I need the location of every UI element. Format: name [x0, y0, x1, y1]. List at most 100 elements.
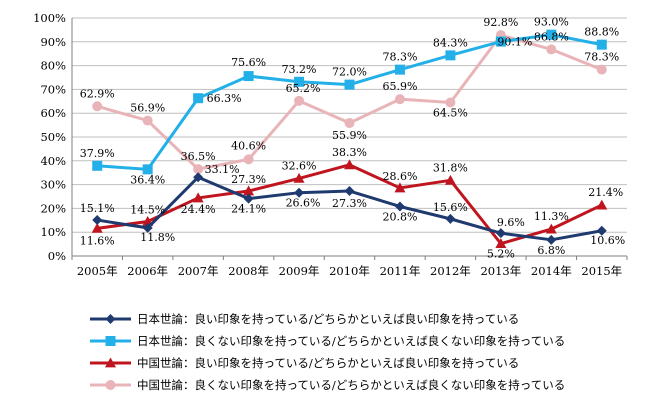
data-label: 78.3% — [584, 51, 619, 64]
legend-swatch-marker — [105, 314, 116, 324]
data-label: 72.0% — [332, 66, 367, 79]
data-point — [294, 76, 305, 87]
x-tick-label: 2008年 — [228, 264, 269, 278]
data-point — [546, 44, 557, 55]
data-point — [394, 64, 405, 75]
gridlines — [72, 17, 627, 233]
data-point — [92, 215, 103, 226]
data-label: 11.8% — [140, 231, 175, 244]
data-point — [445, 50, 456, 61]
x-tick-label: 2010年 — [329, 264, 370, 278]
x-tick-label: 2005年 — [77, 264, 118, 278]
data-label: 86.8% — [534, 30, 569, 43]
y-tick-label: 90% — [40, 35, 66, 49]
data-point — [243, 185, 255, 196]
x-tick-label: 2006年 — [127, 264, 168, 278]
data-point — [243, 193, 254, 204]
data-point — [294, 187, 305, 198]
data-label: 62.9% — [80, 87, 115, 100]
data-point — [444, 174, 456, 185]
data-point — [193, 164, 204, 175]
data-label: 5.2% — [487, 248, 515, 261]
data-point — [596, 39, 607, 50]
data-point — [546, 29, 557, 40]
data-point — [243, 154, 254, 165]
data-point — [394, 94, 405, 105]
y-tick-label: 10% — [40, 225, 66, 239]
legend-item: 日本世論：良くない印象を持っている/どちらかといえば良くない印象を持っている — [90, 334, 565, 348]
data-label: 33.1% — [205, 163, 240, 176]
data-label: 55.9% — [332, 129, 367, 142]
data-label: 78.3% — [382, 51, 417, 64]
series-lines — [91, 29, 608, 249]
data-point — [344, 117, 355, 128]
data-point — [142, 222, 153, 233]
data-point — [546, 234, 557, 245]
data-labels: 15.1% 11.8% 33.1% 24.1% 26.6% 27.3% 20.8% 15.6%… — [80, 16, 625, 261]
data-label: 27.3% — [332, 197, 367, 210]
legend-label: 日本世論：良くない印象を持っている/どちらかといえば良くない印象を持っている — [137, 334, 565, 348]
data-point — [596, 225, 607, 236]
y-tick-label: 70% — [40, 82, 66, 96]
data-point — [193, 172, 204, 183]
y-tick-label: 80% — [40, 59, 66, 73]
x-tick-label: 2007年 — [178, 264, 219, 278]
data-label: 27.3% — [231, 173, 266, 186]
legend-item: 中国世論：良い印象を持っている/どちらかといえば良い印象を持っている — [90, 356, 519, 370]
data-point — [394, 201, 405, 212]
x-tick-label: 2011年 — [380, 264, 421, 278]
legend-label: 日本世論：良い印象を持っている/どちらかといえば良い印象を持っている — [137, 312, 519, 326]
data-point — [445, 213, 456, 224]
data-point — [495, 238, 507, 249]
data-point — [142, 115, 153, 126]
data-point — [596, 199, 608, 210]
data-label: 92.8% — [483, 16, 518, 29]
data-label: 10.6% — [590, 234, 625, 247]
y-tick-label: 40% — [40, 154, 66, 168]
data-label: 6.8% — [537, 244, 565, 257]
data-point — [142, 164, 153, 175]
legend-item: 中国世論：良くない印象を持っている/どちらかといえば良くない印象を持っている — [90, 378, 565, 392]
data-point — [91, 222, 103, 233]
data-point — [495, 228, 506, 239]
axes: 0% 10% 20% 30% 40% 50% 60% 70% 80% 90% 100% 2005年 20… — [33, 11, 628, 278]
x-tick-label: 2014年 — [531, 264, 572, 278]
data-point — [344, 186, 355, 197]
data-label: 65.9% — [382, 80, 417, 93]
y-tick-label: 60% — [40, 106, 66, 120]
legend-item: 日本世論：良い印象を持っている/どちらかといえば良い印象を持っている — [90, 312, 519, 326]
data-label: 28.6% — [382, 170, 417, 183]
data-label: 90.1% — [497, 36, 532, 49]
data-label: 40.6% — [231, 139, 266, 152]
legend-swatch-marker — [105, 357, 116, 368]
y-tick-label: 100% — [33, 11, 66, 25]
data-label: 31.8% — [433, 161, 468, 174]
x-tick-label: 2015年 — [581, 264, 622, 278]
data-label: 65.2% — [286, 82, 321, 95]
data-label: 24.1% — [231, 203, 266, 216]
data-label: 64.5% — [433, 106, 468, 119]
legend-swatch-marker — [105, 336, 116, 346]
data-label: 11.3% — [534, 210, 569, 223]
data-point — [545, 223, 557, 234]
data-label: 36.5% — [181, 150, 216, 163]
data-point — [193, 93, 204, 104]
data-point — [192, 192, 204, 203]
data-label: 9.6% — [497, 216, 525, 229]
data-point — [344, 159, 355, 170]
data-point — [344, 79, 355, 90]
data-label: 15.1% — [80, 202, 115, 215]
y-tick-label: 50% — [40, 130, 66, 144]
data-label: 93.0% — [534, 16, 569, 29]
data-point — [394, 182, 406, 193]
data-label: 36.4% — [130, 173, 165, 186]
data-point — [445, 97, 456, 108]
legend-swatch-marker — [105, 380, 116, 390]
data-point — [92, 160, 103, 171]
data-label: 88.8% — [584, 26, 619, 39]
data-label: 21.4% — [588, 186, 623, 199]
data-label: 66.3% — [207, 92, 242, 105]
data-point — [243, 71, 254, 82]
